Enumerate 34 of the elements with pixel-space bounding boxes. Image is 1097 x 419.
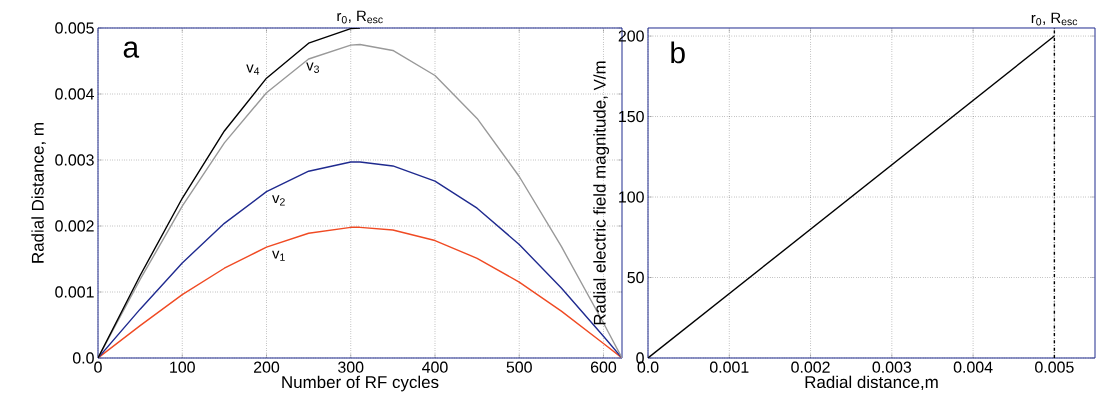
chart-title: b [671,41,685,64]
y-tick-label: 0.001 [55,286,94,298]
y-tick-label: 150 [619,110,644,123]
y-tick-label: 100 [619,191,644,203]
x-tick-label: 0.005 [1035,361,1074,373]
y-axis-title: Radial Distance, m [31,123,46,263]
x-tick-label: 600 [590,361,617,373]
x-axis-title: Number of RF cycles [282,375,439,392]
x-tick-label: 0.002 [791,361,830,373]
y-tick-label: 0.0 [72,352,94,364]
x-tick-label: 200 [253,361,280,373]
y-tick-label: 200 [618,30,644,42]
y-tick-label: 50 [627,271,644,284]
series-label: v$_{1}$ [272,250,285,261]
y-tick-label: 0.003 [55,154,94,166]
x-tick-label: 0.003 [872,361,912,373]
annotation: r$_{0}$, R$_{esc}$ [337,10,383,24]
x-tick-label: 0.001 [709,361,749,373]
y-tick-label: 0.005 [55,22,94,34]
x-tick-label: 0 [94,361,102,373]
x-tick-label: 300 [338,361,364,373]
x-tick-label: 400 [422,361,448,373]
ref-line-label: r$_{0}$, R$_{esc}$ [1031,12,1078,26]
series-label: v$_{3}$ [306,62,319,73]
series-label: v$_{2}$ [272,195,285,206]
x-axis-title: Radial distance,m [805,375,938,391]
series-label: v$_{4}$ [246,64,260,75]
x-tick-label: 0.004 [953,361,993,373]
y-tick-label: 0.002 [55,220,94,232]
y-tick-label: 0.004 [55,88,95,100]
y-axis-title: Radial electric field magnitude, V/m [593,61,610,325]
x-tick-label: 100 [170,361,195,373]
x-tick-label: 500 [506,361,532,373]
chart-title: a [123,41,140,58]
